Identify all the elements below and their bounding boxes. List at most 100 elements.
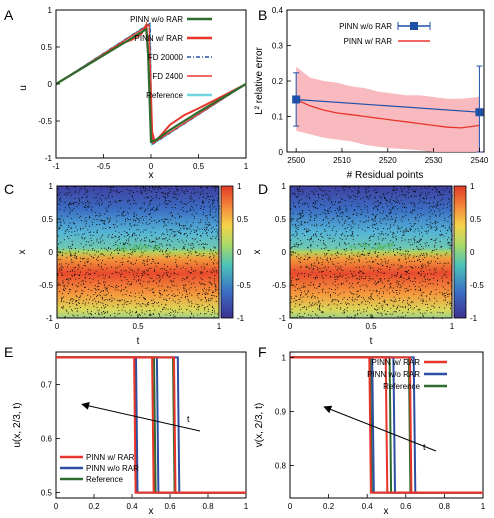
residual-point xyxy=(138,222,140,223)
residual-point xyxy=(91,314,92,316)
residual-point xyxy=(177,213,179,215)
residual-point xyxy=(144,250,146,252)
residual-point xyxy=(206,263,208,265)
residual-point xyxy=(111,300,113,302)
residual-point xyxy=(323,242,324,244)
residual-point xyxy=(170,200,172,202)
residual-point xyxy=(103,281,105,283)
residual-point xyxy=(449,301,451,303)
residual-point xyxy=(363,221,364,223)
residual-point xyxy=(144,210,146,212)
residual-point xyxy=(206,229,207,230)
residual-point xyxy=(150,210,151,211)
residual-point xyxy=(358,271,360,273)
residual-point xyxy=(129,207,130,209)
residual-point xyxy=(166,295,168,297)
residual-point xyxy=(444,217,446,219)
residual-point xyxy=(300,217,302,219)
time-arrow xyxy=(323,405,437,452)
residual-point xyxy=(381,231,383,232)
residual-point xyxy=(142,231,144,233)
residual-point xyxy=(140,283,142,285)
residual-point xyxy=(418,286,420,288)
residual-point xyxy=(357,282,359,283)
residual-point xyxy=(124,299,125,301)
residual-point xyxy=(428,186,430,188)
residual-point xyxy=(380,234,382,236)
residual-point xyxy=(133,216,135,217)
residual-point xyxy=(132,198,134,200)
residual-point xyxy=(359,191,360,193)
residual-point xyxy=(318,316,320,318)
residual-point xyxy=(69,302,71,304)
residual-point xyxy=(374,252,376,254)
residual-point xyxy=(141,192,143,194)
residual-point xyxy=(207,306,209,308)
residual-point xyxy=(444,220,446,221)
residual-point xyxy=(92,249,93,251)
residual-point xyxy=(445,297,446,299)
residual-point xyxy=(396,308,397,310)
residual-point xyxy=(146,304,148,306)
residual-point xyxy=(408,270,409,271)
residual-point xyxy=(433,305,434,307)
residual-point xyxy=(63,210,65,212)
residual-point xyxy=(368,244,370,245)
added-point: × xyxy=(383,244,387,250)
residual-point xyxy=(383,310,385,312)
residual-point xyxy=(342,298,344,300)
residual-point xyxy=(345,244,347,246)
residual-point xyxy=(81,293,82,295)
residual-point xyxy=(388,260,389,262)
residual-point xyxy=(399,247,401,249)
series-line xyxy=(56,356,246,494)
residual-point xyxy=(116,189,117,191)
residual-point xyxy=(113,190,115,192)
residual-point xyxy=(311,271,313,273)
residual-point xyxy=(138,246,140,248)
residual-point xyxy=(205,230,206,232)
residual-point xyxy=(328,288,330,289)
residual-point xyxy=(342,224,344,226)
residual-point xyxy=(414,260,415,262)
residual-point xyxy=(382,308,383,310)
residual-point xyxy=(351,249,352,251)
residual-point xyxy=(173,285,175,287)
residual-point xyxy=(298,273,300,274)
residual-point xyxy=(290,239,292,241)
residual-point xyxy=(211,228,213,230)
residual-point xyxy=(378,263,380,265)
residual-point xyxy=(132,234,133,236)
residual-point xyxy=(310,264,312,266)
residual-point xyxy=(421,231,423,233)
residual-point xyxy=(393,248,395,250)
residual-point xyxy=(448,216,450,218)
residual-point xyxy=(434,226,436,228)
residual-point xyxy=(70,202,71,203)
residual-point xyxy=(299,213,301,215)
residual-point xyxy=(189,228,191,230)
residual-point xyxy=(82,228,84,229)
residual-point xyxy=(393,292,395,293)
residual-point xyxy=(122,248,124,250)
residual-point xyxy=(325,247,327,249)
residual-point xyxy=(129,253,131,255)
added-point: × xyxy=(143,244,147,250)
residual-point xyxy=(414,239,415,241)
residual-point xyxy=(193,188,194,190)
residual-point xyxy=(112,237,114,239)
residual-point xyxy=(368,238,370,240)
residual-point xyxy=(201,191,203,193)
residual-point xyxy=(439,213,441,215)
residual-point xyxy=(201,244,202,245)
residual-point xyxy=(127,260,129,262)
residual-point xyxy=(120,270,122,272)
residual-point xyxy=(399,249,401,250)
residual-point xyxy=(167,271,169,273)
residual-point xyxy=(399,310,401,311)
residual-point xyxy=(180,225,182,226)
residual-point xyxy=(212,195,214,197)
residual-point xyxy=(190,272,191,274)
panel-letter: A xyxy=(4,7,14,23)
residual-point xyxy=(297,229,299,230)
